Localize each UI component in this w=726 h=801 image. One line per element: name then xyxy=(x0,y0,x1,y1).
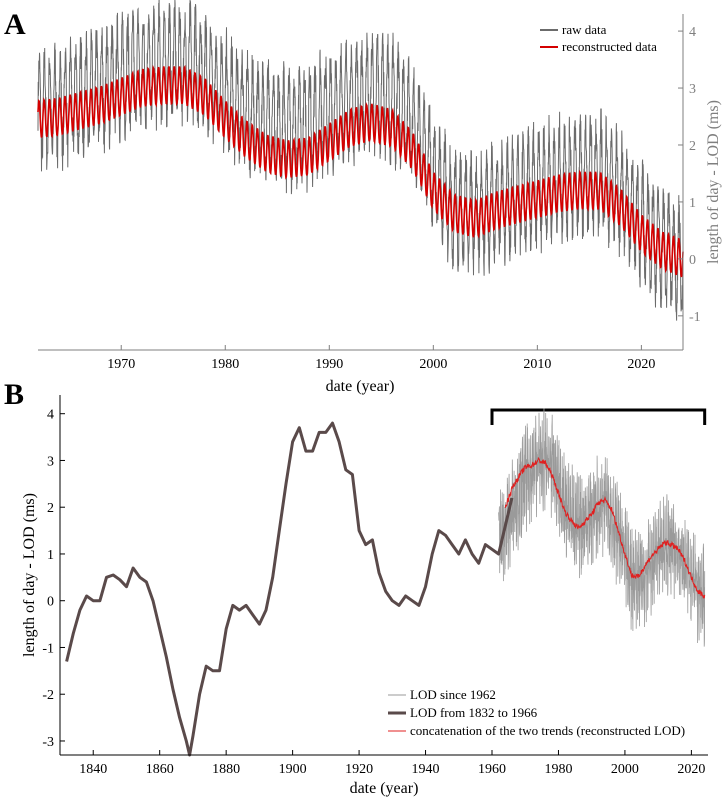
reconstructed-data-line xyxy=(37,64,684,278)
legend-since1962-label: LOD since 1962 xyxy=(410,687,496,702)
panel-a-letter: A xyxy=(4,8,26,41)
y-tick-label: 3 xyxy=(689,82,696,97)
y-tick-label: -1 xyxy=(689,310,701,325)
panel-b-letter: B xyxy=(4,378,24,411)
x-tick-label: 1980 xyxy=(544,762,572,777)
bracket-line xyxy=(490,408,707,425)
panel-b-concatenation-series xyxy=(504,456,706,600)
y-tick-label: 4 xyxy=(689,25,696,40)
panel-b-y-ticks: -3 -2 -1 0 1 2 3 4 xyxy=(42,408,65,750)
legend-concatenation-label: concatenation of the two trends (reconst… xyxy=(410,723,685,738)
legend-raw-label: raw data xyxy=(562,22,607,37)
y-tick-label: -1 xyxy=(42,641,54,656)
legend-historical-label: LOD from 1832 to 1966 xyxy=(410,705,538,720)
x-tick-label: 1940 xyxy=(412,762,440,777)
panel-b-legend: LOD since 1962 LOD from 1832 to 1966 con… xyxy=(380,686,708,740)
panel-b-x-label: date (year) xyxy=(350,780,419,797)
x-tick-label: 2000 xyxy=(419,357,447,372)
y-tick-label: 2 xyxy=(47,501,54,516)
y-tick-label: 2 xyxy=(689,139,696,154)
lod-1832-1966-line xyxy=(65,421,514,757)
panel-b-lod-1832-1966-series xyxy=(65,421,514,757)
x-tick-label: 1990 xyxy=(315,357,343,372)
lod-since-1962-line xyxy=(498,408,706,647)
y-tick-label: 3 xyxy=(47,454,54,469)
x-tick-label: 1920 xyxy=(345,762,373,777)
panel-b: B 1840 1860 1880 1900 1920 1940 1960 1980 2000 20… xyxy=(4,378,708,797)
concatenation-line xyxy=(504,456,706,600)
x-tick-label: 1900 xyxy=(279,762,307,777)
panel-b-legend-box xyxy=(380,686,708,740)
panel-b-bracket xyxy=(490,408,707,425)
x-tick-label: 2010 xyxy=(523,357,551,372)
panel-a-y-ticks: -1 0 1 2 3 4 xyxy=(678,25,701,325)
x-tick-label: 1970 xyxy=(107,357,135,372)
panel-a-legend: raw data reconstructed data xyxy=(530,22,678,58)
y-tick-label: 0 xyxy=(47,595,54,610)
x-tick-label: 1840 xyxy=(79,762,107,777)
x-tick-label: 1960 xyxy=(478,762,506,777)
y-tick-label: -2 xyxy=(42,688,54,703)
x-tick-label: 2020 xyxy=(677,762,705,777)
y-tick-label: 1 xyxy=(689,196,696,211)
panel-b-lod-since-1962-series xyxy=(498,408,706,647)
panel-b-y-label: length of day - LOD (ms) xyxy=(21,493,38,657)
panel-a-x-ticks: 1970 1980 1990 2000 2010 2020 xyxy=(107,345,655,372)
panel-a-reconstructed-series xyxy=(37,64,684,278)
x-tick-label: 1980 xyxy=(211,357,239,372)
panel-a-x-label: date (year) xyxy=(326,378,395,395)
y-tick-label: 4 xyxy=(47,408,54,423)
x-tick-label: 1880 xyxy=(212,762,240,777)
x-tick-label: 2000 xyxy=(611,762,639,777)
panel-a: A 1970 1980 1990 2000 2010 2020 -1 0 1 2 3 4 date … xyxy=(4,0,722,395)
x-tick-label: 2020 xyxy=(627,357,655,372)
legend-reconstructed-label: reconstructed data xyxy=(562,39,657,54)
panel-b-x-ticks: 1840 1860 1880 1900 1920 1940 1960 1980 2000 2020 xyxy=(79,750,705,777)
y-tick-label: 1 xyxy=(47,548,54,563)
panel-a-legend-box xyxy=(530,22,678,58)
y-tick-label: 0 xyxy=(689,253,696,268)
x-tick-label: 1860 xyxy=(146,762,174,777)
panel-a-y-label: length of day - LOD (ms) xyxy=(705,100,722,264)
y-tick-label: -3 xyxy=(42,735,54,750)
